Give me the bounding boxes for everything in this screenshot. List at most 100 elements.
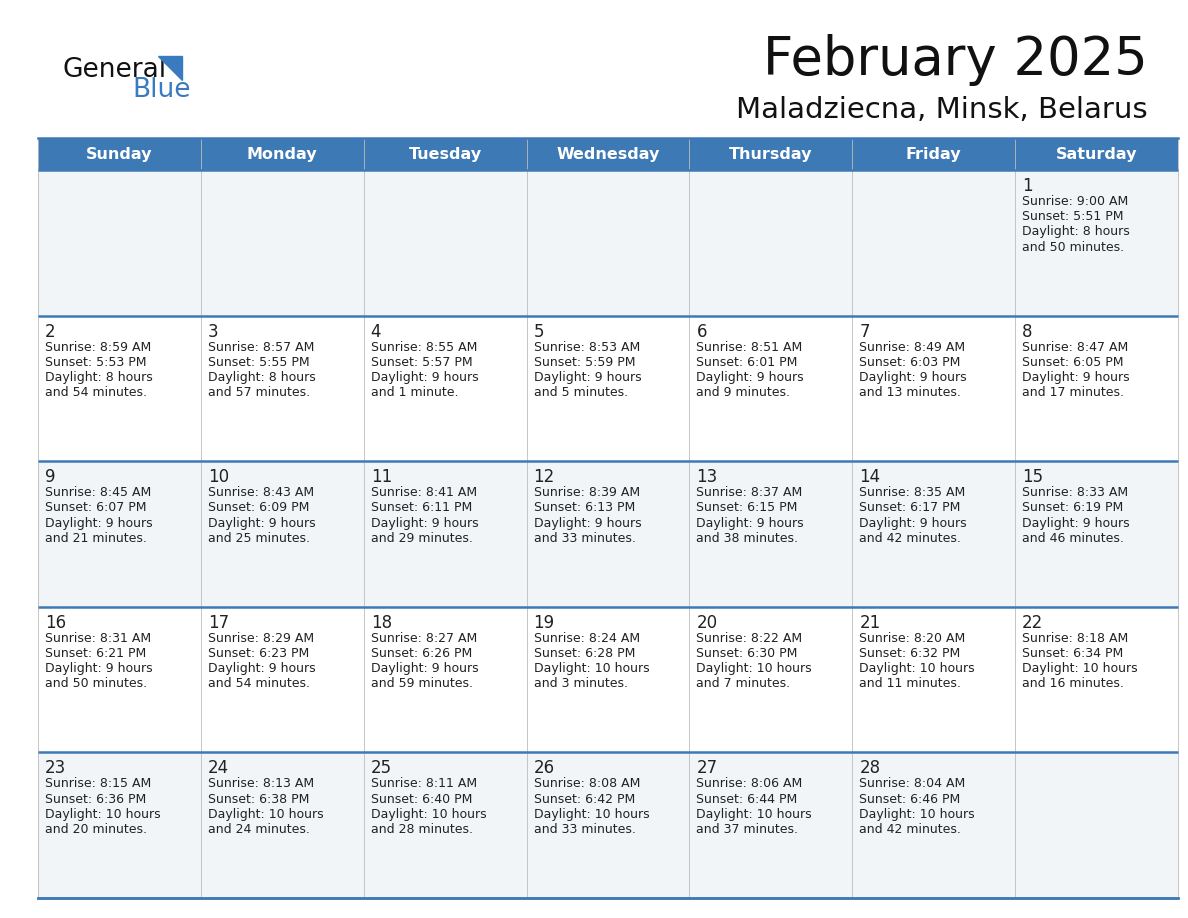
Text: Daylight: 9 hours: Daylight: 9 hours bbox=[533, 517, 642, 530]
Text: Sunset: 6:28 PM: Sunset: 6:28 PM bbox=[533, 647, 634, 660]
Bar bbox=[852, 461, 1015, 607]
Bar bbox=[852, 607, 1015, 753]
Text: and 5 minutes.: and 5 minutes. bbox=[533, 386, 627, 399]
Text: Daylight: 9 hours: Daylight: 9 hours bbox=[1022, 517, 1130, 530]
Bar bbox=[1015, 607, 1178, 753]
Text: Sunrise: 8:35 AM: Sunrise: 8:35 AM bbox=[859, 487, 966, 499]
Text: 16: 16 bbox=[45, 614, 67, 632]
Text: 19: 19 bbox=[533, 614, 555, 632]
Text: Sunset: 6:21 PM: Sunset: 6:21 PM bbox=[45, 647, 146, 660]
Bar bbox=[689, 753, 852, 898]
Text: Daylight: 10 hours: Daylight: 10 hours bbox=[859, 808, 975, 821]
Text: Daylight: 10 hours: Daylight: 10 hours bbox=[533, 662, 649, 676]
Text: February 2025: February 2025 bbox=[763, 34, 1148, 86]
Text: Sunrise: 8:11 AM: Sunrise: 8:11 AM bbox=[371, 778, 476, 790]
Text: and 57 minutes.: and 57 minutes. bbox=[208, 386, 310, 399]
Text: 26: 26 bbox=[533, 759, 555, 778]
Bar bbox=[38, 138, 1178, 170]
Text: Daylight: 9 hours: Daylight: 9 hours bbox=[859, 517, 967, 530]
Text: Sunrise: 8:41 AM: Sunrise: 8:41 AM bbox=[371, 487, 476, 499]
Text: and 24 minutes.: and 24 minutes. bbox=[208, 823, 310, 836]
Bar bbox=[526, 607, 689, 753]
Text: Sunrise: 8:37 AM: Sunrise: 8:37 AM bbox=[696, 487, 803, 499]
Bar bbox=[38, 316, 201, 461]
Text: Friday: Friday bbox=[906, 147, 961, 162]
Text: and 3 minutes.: and 3 minutes. bbox=[533, 677, 627, 690]
Text: Sunrise: 8:43 AM: Sunrise: 8:43 AM bbox=[208, 487, 314, 499]
Text: 9: 9 bbox=[45, 468, 56, 487]
Text: Sunset: 6:19 PM: Sunset: 6:19 PM bbox=[1022, 501, 1124, 514]
Text: Sunset: 6:11 PM: Sunset: 6:11 PM bbox=[371, 501, 472, 514]
Bar bbox=[689, 316, 852, 461]
Text: Sunset: 6:30 PM: Sunset: 6:30 PM bbox=[696, 647, 798, 660]
Text: Daylight: 10 hours: Daylight: 10 hours bbox=[371, 808, 486, 821]
Text: Daylight: 10 hours: Daylight: 10 hours bbox=[208, 808, 323, 821]
Text: Sunset: 6:32 PM: Sunset: 6:32 PM bbox=[859, 647, 961, 660]
Text: and 29 minutes.: and 29 minutes. bbox=[371, 532, 473, 544]
Bar bbox=[201, 607, 364, 753]
Text: Sunset: 6:26 PM: Sunset: 6:26 PM bbox=[371, 647, 472, 660]
Text: 13: 13 bbox=[696, 468, 718, 487]
Text: Sunrise: 8:24 AM: Sunrise: 8:24 AM bbox=[533, 632, 639, 644]
Text: Sunset: 6:40 PM: Sunset: 6:40 PM bbox=[371, 792, 472, 806]
Text: and 1 minute.: and 1 minute. bbox=[371, 386, 459, 399]
Text: Daylight: 8 hours: Daylight: 8 hours bbox=[1022, 226, 1130, 239]
Text: and 46 minutes.: and 46 minutes. bbox=[1022, 532, 1124, 544]
Bar bbox=[38, 607, 201, 753]
Text: and 50 minutes.: and 50 minutes. bbox=[45, 677, 147, 690]
Text: Sunset: 6:23 PM: Sunset: 6:23 PM bbox=[208, 647, 309, 660]
Text: Sunrise: 8:15 AM: Sunrise: 8:15 AM bbox=[45, 778, 151, 790]
Text: and 7 minutes.: and 7 minutes. bbox=[696, 677, 790, 690]
Text: Sunrise: 8:18 AM: Sunrise: 8:18 AM bbox=[1022, 632, 1129, 644]
Text: 1: 1 bbox=[1022, 177, 1032, 195]
Bar bbox=[364, 461, 526, 607]
Text: 8: 8 bbox=[1022, 322, 1032, 341]
Text: Sunrise: 8:06 AM: Sunrise: 8:06 AM bbox=[696, 778, 803, 790]
Text: and 13 minutes.: and 13 minutes. bbox=[859, 386, 961, 399]
Text: Daylight: 9 hours: Daylight: 9 hours bbox=[208, 517, 316, 530]
Bar bbox=[201, 316, 364, 461]
Text: Sunset: 6:13 PM: Sunset: 6:13 PM bbox=[533, 501, 634, 514]
Text: Daylight: 9 hours: Daylight: 9 hours bbox=[696, 371, 804, 384]
Text: Daylight: 10 hours: Daylight: 10 hours bbox=[1022, 662, 1138, 676]
Text: Daylight: 10 hours: Daylight: 10 hours bbox=[45, 808, 160, 821]
Text: Daylight: 8 hours: Daylight: 8 hours bbox=[208, 371, 316, 384]
Text: Sunrise: 8:51 AM: Sunrise: 8:51 AM bbox=[696, 341, 803, 353]
Bar bbox=[364, 316, 526, 461]
Text: Sunrise: 8:57 AM: Sunrise: 8:57 AM bbox=[208, 341, 315, 353]
Text: and 21 minutes.: and 21 minutes. bbox=[45, 532, 147, 544]
Text: Sunset: 6:09 PM: Sunset: 6:09 PM bbox=[208, 501, 309, 514]
Text: 6: 6 bbox=[696, 322, 707, 341]
Text: Sunset: 6:34 PM: Sunset: 6:34 PM bbox=[1022, 647, 1124, 660]
Text: Daylight: 9 hours: Daylight: 9 hours bbox=[371, 662, 479, 676]
Text: Sunrise: 8:55 AM: Sunrise: 8:55 AM bbox=[371, 341, 478, 353]
Text: Sunset: 6:36 PM: Sunset: 6:36 PM bbox=[45, 792, 146, 806]
Text: Daylight: 9 hours: Daylight: 9 hours bbox=[696, 517, 804, 530]
Text: Sunset: 6:07 PM: Sunset: 6:07 PM bbox=[45, 501, 146, 514]
Text: 22: 22 bbox=[1022, 614, 1043, 632]
Bar bbox=[38, 461, 201, 607]
Text: and 37 minutes.: and 37 minutes. bbox=[696, 823, 798, 836]
Text: Sunrise: 8:29 AM: Sunrise: 8:29 AM bbox=[208, 632, 314, 644]
Bar bbox=[526, 316, 689, 461]
Text: Daylight: 9 hours: Daylight: 9 hours bbox=[1022, 371, 1130, 384]
Text: Sunrise: 8:22 AM: Sunrise: 8:22 AM bbox=[696, 632, 803, 644]
Text: Sunset: 5:51 PM: Sunset: 5:51 PM bbox=[1022, 210, 1124, 223]
Text: Sunrise: 8:31 AM: Sunrise: 8:31 AM bbox=[45, 632, 151, 644]
Bar bbox=[852, 170, 1015, 316]
Text: 20: 20 bbox=[696, 614, 718, 632]
Text: Sunrise: 8:47 AM: Sunrise: 8:47 AM bbox=[1022, 341, 1129, 353]
Text: General: General bbox=[62, 57, 166, 83]
Text: Daylight: 9 hours: Daylight: 9 hours bbox=[371, 517, 479, 530]
Bar bbox=[526, 461, 689, 607]
Text: 5: 5 bbox=[533, 322, 544, 341]
Text: Sunrise: 8:49 AM: Sunrise: 8:49 AM bbox=[859, 341, 966, 353]
Text: Sunrise: 9:00 AM: Sunrise: 9:00 AM bbox=[1022, 195, 1129, 208]
Text: Daylight: 9 hours: Daylight: 9 hours bbox=[533, 371, 642, 384]
Text: Sunset: 6:42 PM: Sunset: 6:42 PM bbox=[533, 792, 634, 806]
Bar bbox=[38, 170, 201, 316]
Text: Sunrise: 8:59 AM: Sunrise: 8:59 AM bbox=[45, 341, 151, 353]
Text: Thursday: Thursday bbox=[729, 147, 813, 162]
Text: 2: 2 bbox=[45, 322, 56, 341]
Text: Maladziecna, Minsk, Belarus: Maladziecna, Minsk, Belarus bbox=[737, 96, 1148, 124]
